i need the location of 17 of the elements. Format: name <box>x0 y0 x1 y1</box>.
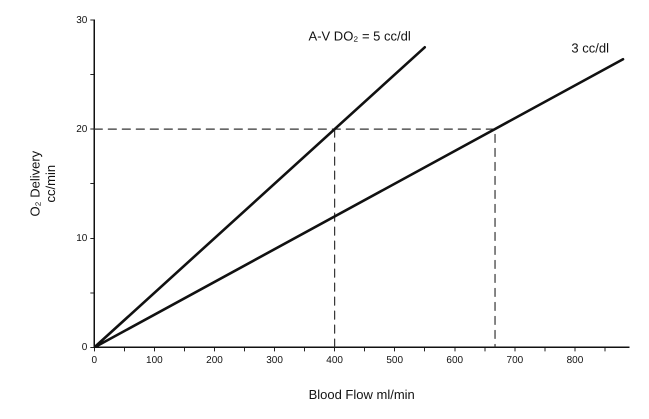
y-tick-label: 30 <box>76 14 88 26</box>
x-tick-label: 400 <box>326 355 344 366</box>
y-tick-label: 10 <box>76 233 88 244</box>
x-tick-label: 0 <box>92 355 98 366</box>
x-tick-label: 500 <box>386 355 404 366</box>
y-tick-label: 0 <box>82 342 88 354</box>
y-axis-title: O₂ Delivery cc/min <box>27 150 58 217</box>
series-label: 3 cc/dl <box>571 40 610 56</box>
series-label: A-V DO₂ = 5 cc/dl <box>308 28 411 44</box>
y-tick-label: 20 <box>76 124 88 135</box>
x-tick-label: 700 <box>506 355 524 366</box>
x-tick-label: 300 <box>266 355 284 366</box>
x-tick-label: 100 <box>146 355 164 366</box>
x-tick-label: 800 <box>566 355 584 366</box>
x-tick-label: 200 <box>206 355 224 366</box>
x-tick-label: 600 <box>446 355 464 366</box>
x-axis-title: Blood Flow ml/min <box>308 386 415 402</box>
